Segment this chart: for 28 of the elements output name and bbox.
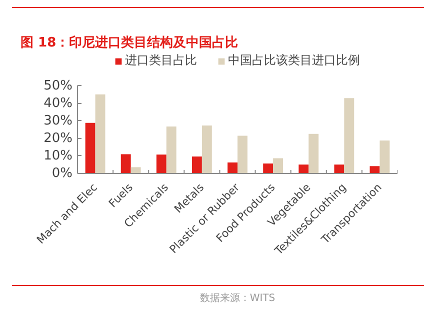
bar (238, 136, 248, 174)
y-tick-label: 10% (44, 148, 73, 164)
bar (85, 122, 96, 174)
y-tick-label: 0% (52, 166, 72, 181)
bar (192, 156, 202, 174)
bar (273, 158, 284, 174)
bar (228, 162, 238, 174)
legend-label: 中国占比该类目进口比例 (228, 52, 360, 69)
bar (95, 94, 106, 174)
bar (298, 164, 309, 174)
bar (334, 164, 344, 174)
bar (120, 154, 131, 174)
bar (370, 166, 380, 174)
bar (308, 134, 319, 174)
bar (202, 125, 212, 174)
bar (380, 140, 390, 174)
y-tick-label: 30% (44, 113, 73, 128)
y-tick-label: 40% (44, 96, 73, 111)
chart-title: 图 18：印尼进口类目结构及中国占比 (20, 34, 238, 50)
bar (130, 167, 141, 174)
y-tick-label: 20% (44, 130, 73, 146)
source-note: 数据来源：WITS (200, 292, 276, 304)
bar (156, 154, 166, 174)
legend-label: 进口类目占比 (125, 52, 197, 69)
bar (344, 98, 354, 174)
bar (166, 126, 176, 174)
bar (263, 164, 274, 174)
y-tick-label: 50% (44, 78, 73, 94)
